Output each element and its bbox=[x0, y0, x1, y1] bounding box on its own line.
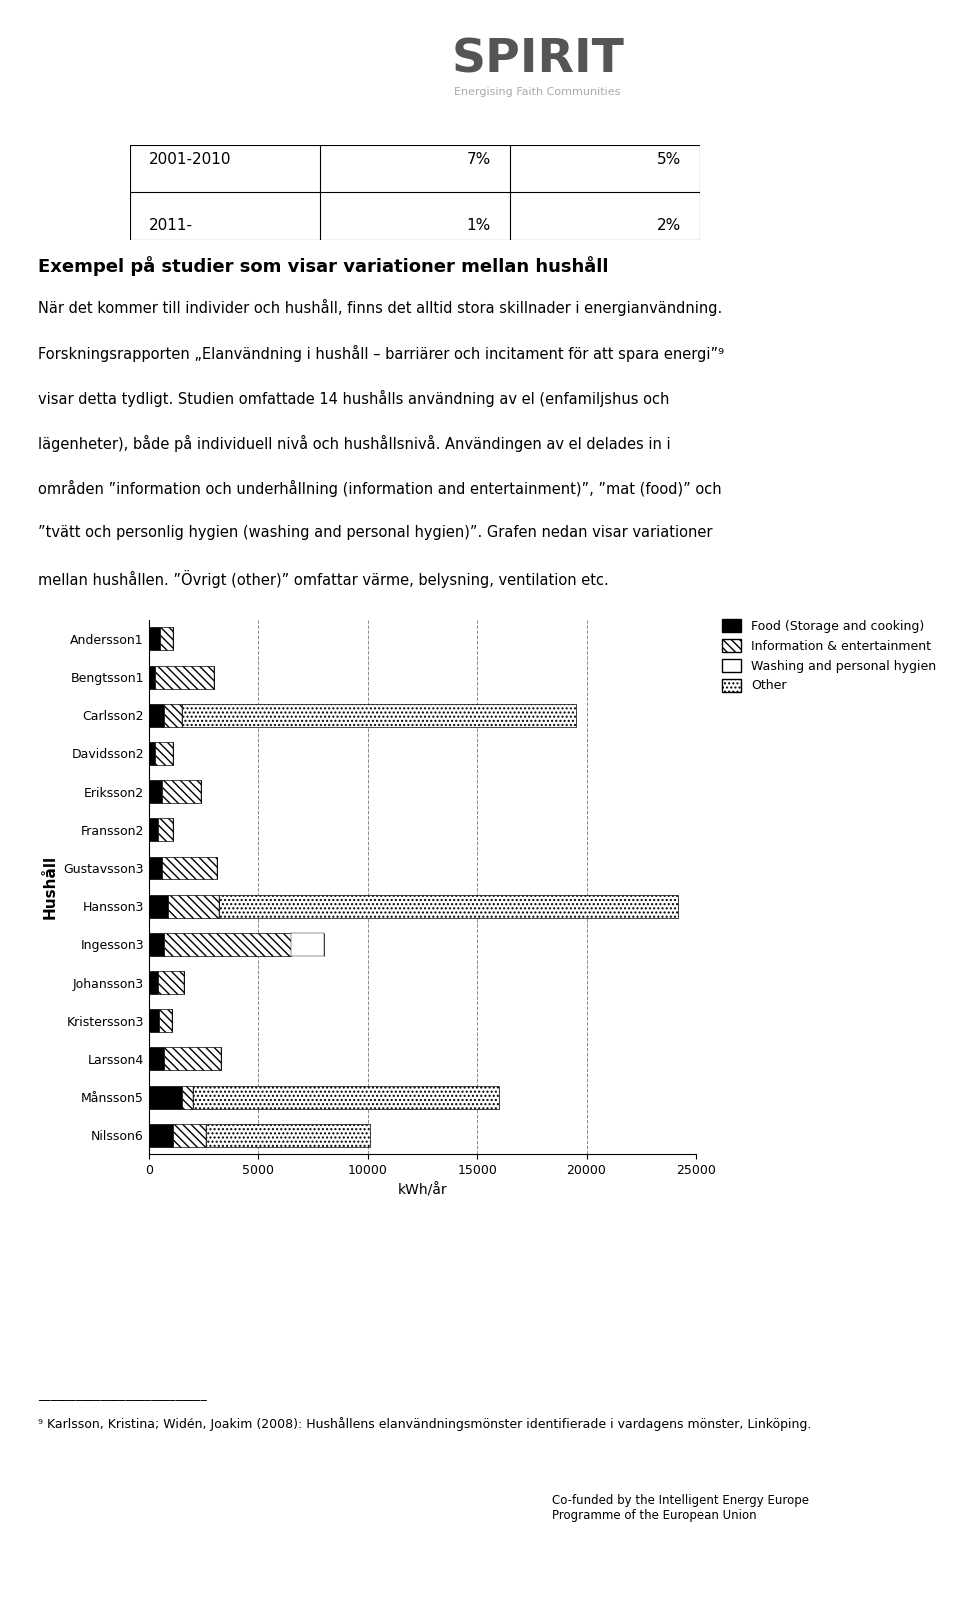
Bar bbox=[149, 742, 156, 765]
Bar bbox=[149, 1009, 158, 1032]
Text: SPIRIT: SPIRIT bbox=[451, 37, 624, 82]
Text: ___________________________: ___________________________ bbox=[38, 1388, 207, 1401]
Bar bbox=[156, 742, 173, 765]
Bar bbox=[149, 932, 164, 956]
Text: 2%: 2% bbox=[657, 217, 681, 233]
Bar bbox=[149, 1085, 181, 1109]
Text: 2001-2010: 2001-2010 bbox=[149, 151, 231, 167]
Text: lägenheter), både på individuell nivå och hushållsnivå. Användingen av el delade: lägenheter), både på individuell nivå oc… bbox=[38, 435, 671, 452]
Legend: Food (Storage and cooking), Information & entertainment, Washing and personal hy: Food (Storage and cooking), Information … bbox=[719, 615, 940, 696]
Bar bbox=[149, 818, 157, 842]
Bar bbox=[149, 971, 157, 993]
Text: 1%: 1% bbox=[467, 217, 491, 233]
Bar bbox=[169, 895, 219, 918]
Text: 2011-: 2011- bbox=[149, 217, 193, 233]
Bar bbox=[149, 665, 156, 689]
Bar bbox=[159, 628, 173, 650]
Bar bbox=[205, 1124, 370, 1146]
Bar bbox=[149, 704, 164, 726]
Bar bbox=[156, 665, 214, 689]
Bar bbox=[149, 1048, 164, 1071]
Text: ⁹ Karlsson, Kristina; Widén, Joakim (2008): Hushållens elanvändningsmönster iden: ⁹ Karlsson, Kristina; Widén, Joakim (200… bbox=[38, 1417, 812, 1431]
Text: ”tvätt och personlig hygien (washing and personal hygien)”. Grafen nedan visar v: ”tvätt och personlig hygien (washing and… bbox=[38, 525, 713, 539]
Bar bbox=[181, 1085, 193, 1109]
X-axis label: kWh/år: kWh/år bbox=[397, 1183, 447, 1198]
Bar bbox=[219, 895, 679, 918]
Bar bbox=[149, 1124, 173, 1146]
Text: visar detta tydligt. Studien omfattade 14 hushålls användning av el (enfamiljshu: visar detta tydligt. Studien omfattade 1… bbox=[38, 390, 670, 407]
Bar bbox=[162, 857, 217, 879]
Bar bbox=[162, 781, 202, 803]
Bar bbox=[164, 1048, 221, 1071]
Text: Energising Faith Communities: Energising Faith Communities bbox=[454, 87, 621, 97]
Bar bbox=[173, 1124, 205, 1146]
Text: När det kommer till individer och hushåll, finns det alltid stora skillnader i e: När det kommer till individer och hushål… bbox=[38, 299, 723, 317]
Bar bbox=[149, 781, 162, 803]
Bar bbox=[149, 895, 169, 918]
Text: 5%: 5% bbox=[657, 151, 681, 167]
Text: mellan hushållen. ”Övrigt (other)” omfattar värme, belysning, ventilation etc.: mellan hushållen. ”Övrigt (other)” omfat… bbox=[38, 570, 610, 588]
Bar bbox=[149, 857, 162, 879]
Bar bbox=[181, 704, 576, 726]
Y-axis label: Hushåll: Hushåll bbox=[43, 855, 58, 919]
Text: 7%: 7% bbox=[467, 151, 491, 167]
Bar bbox=[193, 1085, 499, 1109]
Bar bbox=[157, 818, 173, 842]
Bar bbox=[157, 971, 183, 993]
Bar bbox=[158, 1009, 172, 1032]
Bar bbox=[164, 704, 181, 726]
Bar bbox=[149, 628, 159, 650]
Text: Co-funded by the Intelligent Energy Europe
Programme of the European Union: Co-funded by the Intelligent Energy Euro… bbox=[552, 1494, 809, 1521]
Bar bbox=[164, 932, 291, 956]
Text: Exempel på studier som visar variationer mellan hushåll: Exempel på studier som visar variationer… bbox=[38, 256, 609, 275]
Text: områden ”information och underhållning (information and entertainment)”, ”mat (f: områden ”information och underhållning (… bbox=[38, 480, 722, 497]
Text: Forskningsrapporten „Elanvändning i hushåll – barriärer och incitament för att s: Forskningsrapporten „Elanvändning i hush… bbox=[38, 345, 725, 362]
Bar bbox=[291, 932, 324, 956]
